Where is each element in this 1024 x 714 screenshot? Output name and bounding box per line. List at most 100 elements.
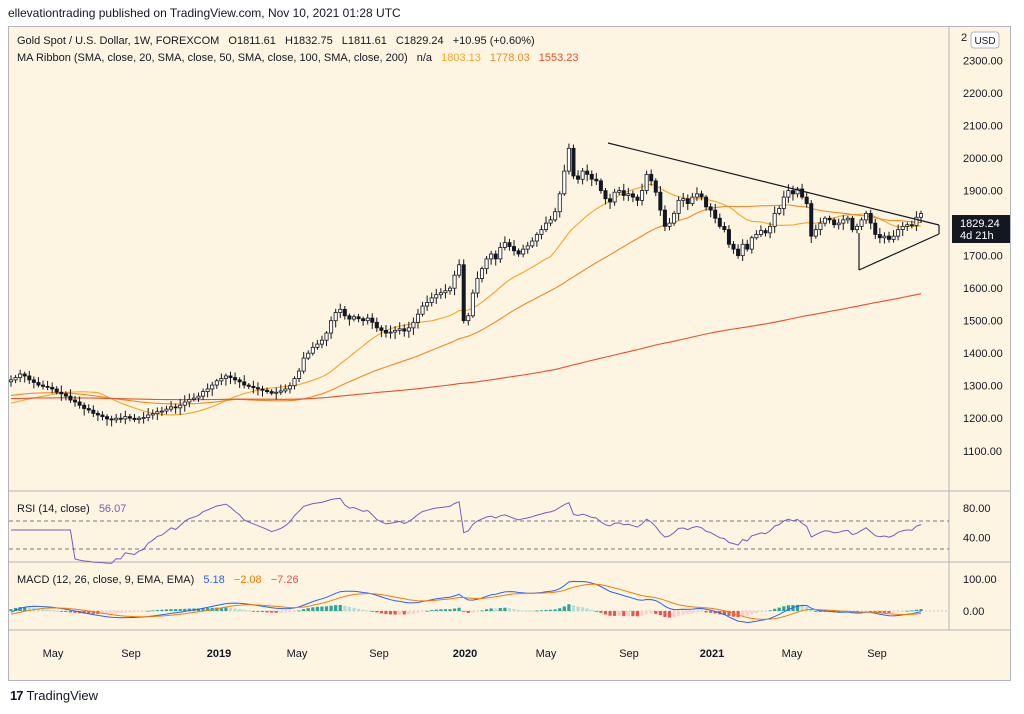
macd-histogram-bar [645, 611, 649, 615]
macd-histogram-bar [882, 611, 887, 613]
rsi-label: RSI (14, close) [17, 503, 90, 515]
triangle-drawing[interactable] [607, 142, 940, 271]
time-tick-label: May [536, 648, 557, 660]
time-tick-label: Sep [121, 648, 141, 660]
candle-body [196, 395, 201, 399]
candle-body [425, 302, 430, 307]
bar-countdown: 4d 21h [960, 230, 994, 242]
macd-tick-label: 100.00 [963, 574, 997, 586]
ma50-value: 1778.03 [490, 52, 530, 64]
tradingview-brand[interactable]: 17 TradingView [10, 688, 98, 703]
candle-body [237, 379, 242, 383]
candle-body [452, 274, 457, 289]
macd-histogram-bar [672, 611, 676, 618]
rsi-pane[interactable]: 40.00 80.00 [11, 497, 991, 564]
macd-histogram-bar [878, 611, 882, 613]
triangle-upper-line[interactable] [607, 142, 940, 226]
candle-body [722, 225, 727, 231]
macd-histogram-bar [809, 609, 813, 611]
macd-histogram-bar [201, 608, 205, 611]
price-tick-label: 2100.00 [963, 121, 1003, 133]
macd-histogram-bar [594, 611, 598, 612]
currency-badge-box[interactable] [970, 31, 1000, 49]
macd-histogram-bar [548, 609, 553, 611]
macd-pane[interactable]: 0.00 100.00 [9, 574, 997, 624]
macd-histogram-bar [823, 611, 827, 612]
publisher-line: ellevationtrading published on TradingVi… [8, 6, 401, 20]
tradingview-name: TradingView [26, 688, 99, 703]
macd-legend[interactable]: MACD (12, 26, close, 9, EMA, EMA) 5.18 −… [17, 574, 299, 586]
candle-body [621, 190, 626, 196]
candle-body [493, 253, 498, 260]
macd-histogram-bar [466, 611, 470, 613]
candle-body [754, 234, 759, 239]
macd-histogram-bar [452, 608, 457, 611]
macd-histogram-bar [356, 608, 361, 611]
candle-body [827, 217, 832, 221]
triangle-lower-line[interactable] [858, 233, 940, 271]
macd-histogram-bar [795, 604, 800, 611]
macd-histogram-bar [484, 609, 489, 611]
time-tick-label: 2021 [700, 648, 724, 660]
macd-histogram-bar [13, 607, 18, 611]
macd-histogram-bar [41, 609, 45, 611]
candle-body [516, 250, 521, 255]
sma200-line [10, 293, 922, 401]
price-axis[interactable]: 1100.00 1200.00 1300.00 1400.00 1500.00 1600.… [963, 56, 1003, 458]
candle-body [292, 378, 297, 387]
candle-body [740, 243, 745, 257]
ma-legend[interactable]: MA Ribbon (SMA, close, 20, SMA, close, 5… [17, 52, 579, 64]
candle-body [548, 219, 553, 224]
macd-histogram-bar [292, 611, 297, 612]
sma50-line [10, 204, 922, 405]
price-tick-label: 1400.00 [963, 348, 1003, 360]
candle-body [905, 224, 910, 227]
time-axis[interactable]: May Sep 2019 May Sep 2020 May Sep 2021 May Sep [43, 648, 887, 660]
candle-body [155, 411, 160, 415]
ohlc-l-label: L [342, 35, 348, 47]
price-tick-label: 2000.00 [963, 153, 1003, 165]
macd-histogram-bar [260, 611, 265, 613]
candle-body [800, 188, 805, 198]
macd-histogram-bar [475, 611, 480, 612]
time-tick-label: May [287, 648, 308, 660]
macd-histogram-bar [238, 609, 242, 611]
ma200-value: 1553.23 [539, 52, 579, 64]
macd-histogram-bar [228, 607, 233, 611]
macd-histogram-bar [110, 611, 114, 614]
candle-body [228, 375, 233, 378]
axis-top-clipped: 2 [961, 32, 967, 44]
macd-histogram-bar [68, 611, 73, 613]
candle-body [159, 410, 164, 413]
candle-body [507, 242, 512, 247]
currency-badge[interactable]: USD [974, 36, 995, 47]
symbol-legend[interactable]: Gold Spot / U.S. Dollar, 1W, FOREXCOM O1… [17, 35, 535, 47]
candle-body [164, 408, 169, 412]
candle-body [731, 243, 736, 250]
macd-histogram-bar [494, 608, 498, 611]
price-tick-label: 1700.00 [963, 251, 1003, 263]
candle-body [758, 230, 763, 235]
candle-body [644, 173, 649, 191]
macd-histogram-bar [873, 611, 877, 612]
macd-histogram-bar [599, 611, 603, 613]
chart-frame[interactable]: 1100.00 1200.00 1300.00 1400.00 1500.00 1600.… [8, 26, 1011, 681]
macd-histogram-bar [215, 607, 219, 611]
macd-histogram-bar [402, 611, 406, 615]
macd-histogram-bar [306, 608, 310, 611]
ma-na: n/a [417, 52, 433, 64]
candle-body [187, 398, 192, 403]
candle-body [909, 224, 914, 227]
macd-histogram-bar [901, 611, 905, 612]
time-tick-label: May [43, 648, 64, 660]
candle-body [18, 373, 23, 378]
rsi-legend[interactable]: RSI (14, close) 56.07 [17, 503, 126, 515]
macd-histogram-bar [635, 611, 640, 617]
macd-histogram-bar [393, 611, 397, 615]
price-tag-box [952, 215, 1010, 243]
macd-histogram-bar [398, 611, 402, 615]
candle-body [301, 357, 306, 372]
macd-histogram-bar [741, 611, 745, 617]
chart-svg[interactable]: 1100.00 1200.00 1300.00 1400.00 1500.00 1600.… [8, 27, 1010, 680]
candle-body [251, 385, 256, 389]
